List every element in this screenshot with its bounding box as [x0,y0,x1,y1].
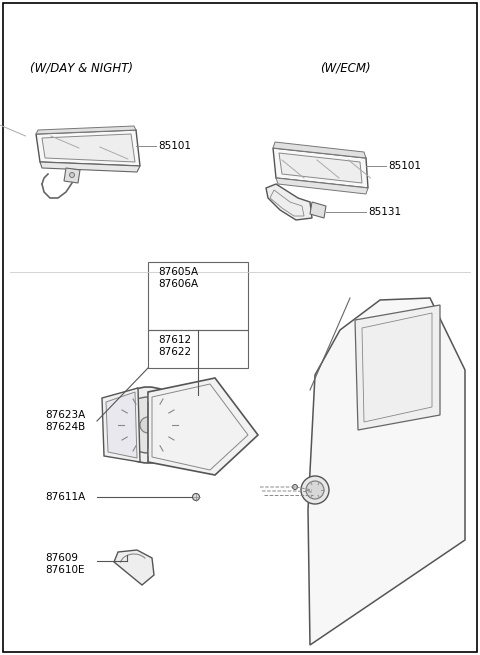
Circle shape [70,172,74,178]
Polygon shape [102,388,140,462]
Polygon shape [310,202,326,218]
Text: 85101: 85101 [388,161,421,171]
Bar [148,330,248,368]
Polygon shape [114,550,154,585]
Text: 87611A: 87611A [45,492,85,502]
Polygon shape [273,142,366,158]
Circle shape [120,397,176,453]
Polygon shape [308,298,465,645]
Polygon shape [42,134,135,162]
Polygon shape [36,130,140,166]
Circle shape [306,481,324,499]
Circle shape [301,476,329,504]
Text: 85131: 85131 [368,207,401,217]
Text: 87612: 87612 [158,335,191,345]
Text: 87609: 87609 [45,553,78,563]
Text: 85101: 85101 [158,141,191,151]
Polygon shape [276,178,368,194]
Polygon shape [148,378,258,475]
Polygon shape [273,148,368,188]
Text: (W/ECM): (W/ECM) [320,62,370,75]
Circle shape [192,493,200,500]
Circle shape [140,417,156,433]
Polygon shape [279,153,362,183]
Bar [148,262,248,330]
Polygon shape [106,392,137,458]
Text: 87624B: 87624B [45,422,85,432]
Polygon shape [36,126,136,134]
Text: 87606A: 87606A [158,279,198,289]
Polygon shape [40,162,140,172]
Polygon shape [64,168,80,183]
Circle shape [110,387,186,463]
Circle shape [292,485,298,489]
Polygon shape [355,305,440,430]
Text: 87605A: 87605A [158,267,198,277]
Text: 87622: 87622 [158,347,191,357]
Text: 87610E: 87610E [45,565,84,575]
Polygon shape [266,184,312,220]
Text: 87623A: 87623A [45,410,85,420]
Text: (W/DAY & NIGHT): (W/DAY & NIGHT) [31,62,133,75]
